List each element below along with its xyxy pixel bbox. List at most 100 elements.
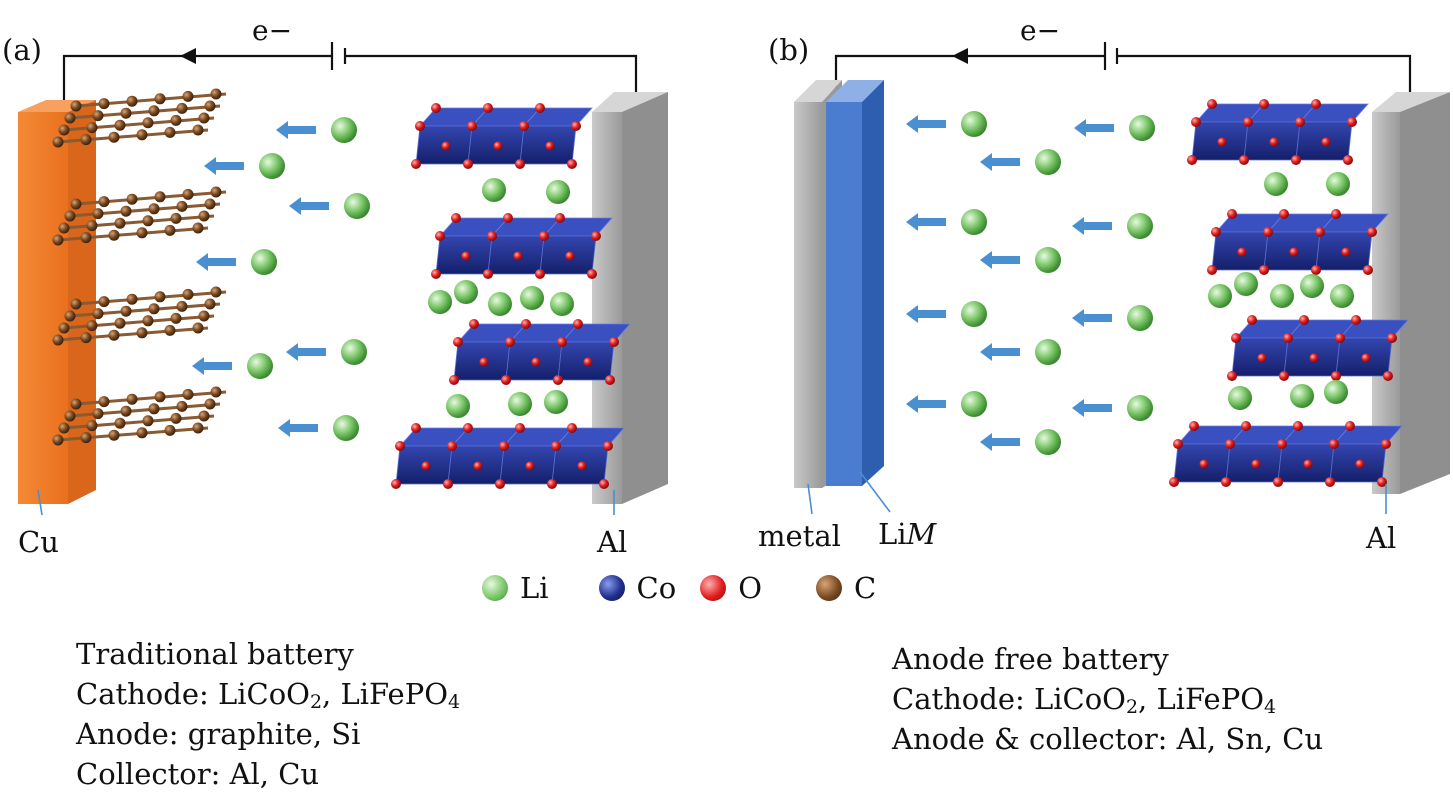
- oxygen-atom: [463, 423, 473, 433]
- carbon-atom: [126, 193, 138, 205]
- legend-label-o: O: [738, 571, 762, 605]
- oxygen-atom: [1343, 155, 1353, 165]
- li-ion: [1072, 305, 1153, 331]
- caption-a-sep: ,: [322, 677, 341, 711]
- carbon-atom: [148, 105, 160, 117]
- lim-label-italic: M: [906, 517, 938, 551]
- oxygen-atom: [395, 441, 405, 451]
- lithium-ions-b: [906, 111, 1155, 455]
- carbon-atom: [64, 410, 76, 422]
- li-atom-intercalated: [1234, 272, 1258, 296]
- oxygen-atom: [571, 121, 581, 131]
- carbon-atom: [182, 388, 194, 400]
- li-atom: [251, 249, 277, 275]
- carbon-atom: [52, 434, 64, 446]
- li-ion: [192, 353, 273, 379]
- oxygen-atom: [451, 213, 461, 223]
- ion-arrow-shaft: [296, 348, 326, 356]
- ion-arrow-shaft: [916, 400, 946, 408]
- oxygen-atom: [1289, 247, 1299, 257]
- ion-arrow-shaft: [214, 162, 244, 170]
- carbon-atom: [164, 126, 176, 138]
- cathode-layers-a: [391, 103, 631, 489]
- oxygen-atom: [1217, 137, 1227, 147]
- carbon-atom: [80, 134, 92, 146]
- caption-b-anode: Anode & collector: Al, Sn, Cu: [892, 722, 1324, 756]
- carbon-atom: [198, 210, 210, 222]
- carbon-atom: [92, 308, 104, 320]
- oxygen-atom: [493, 141, 503, 151]
- oxygen-atom: [1377, 477, 1387, 487]
- oxygen-atom: [1227, 209, 1237, 219]
- oxygen-atom: [1291, 155, 1301, 165]
- li-atom-intercalated: [1326, 172, 1350, 196]
- carbon-atom: [114, 317, 126, 329]
- carbon-atom: [176, 200, 188, 212]
- oxygen-atom: [467, 121, 477, 131]
- li-atom-intercalated: [1270, 284, 1294, 308]
- carbon-atom: [86, 420, 98, 432]
- oxygen-atom: [463, 159, 473, 169]
- oxygen-atom: [441, 141, 451, 151]
- ion-arrow-head: [906, 305, 918, 323]
- li-ion: [906, 209, 987, 235]
- oxygen-atom: [1331, 209, 1341, 219]
- lithium-ions-a: [192, 117, 370, 441]
- li-atom: [1035, 429, 1061, 455]
- carbon-atom: [210, 286, 222, 298]
- panel-b-tag: (b): [768, 33, 809, 67]
- li-atom-intercalated: [454, 280, 478, 304]
- oxygen-atom: [391, 479, 401, 489]
- oxygen-atom: [1189, 421, 1199, 431]
- carbon-atom: [58, 322, 70, 334]
- carbon-atom: [142, 415, 154, 427]
- carbon-atom: [98, 196, 110, 208]
- li-ion: [204, 153, 285, 179]
- oxygen-atom: [483, 269, 493, 279]
- oxygen-atom: [1257, 353, 1267, 363]
- oxygen-atom: [547, 479, 557, 489]
- oxygen-atom: [449, 375, 459, 385]
- li-atom: [344, 193, 370, 219]
- carbon-atom: [142, 315, 154, 327]
- legend-item-o: O: [700, 571, 762, 605]
- carbon-atom: [170, 412, 182, 424]
- oxygen-atom: [603, 441, 613, 451]
- oxygen-atom: [1295, 117, 1305, 127]
- carbon-bond: [75, 390, 227, 406]
- li-ion: [980, 339, 1061, 365]
- carbon-atom: [164, 324, 176, 336]
- li-ion: [1072, 213, 1153, 239]
- ion-arrow-shaft: [916, 120, 946, 128]
- ion-arrow-head: [289, 197, 301, 215]
- li-ion: [1072, 395, 1153, 421]
- legend-item-li: Li: [482, 571, 549, 605]
- ion-arrow-shaft: [202, 362, 232, 370]
- ion-arrow-shaft: [916, 310, 946, 318]
- oxygen-atom: [1231, 333, 1241, 343]
- oxygen-atom: [1329, 439, 1339, 449]
- ion-arrow-head: [286, 343, 298, 361]
- li-atom-intercalated: [546, 180, 570, 204]
- oxygen-atom: [1299, 315, 1309, 325]
- caption-a-collector: Collector: Al, Cu: [76, 757, 320, 791]
- carbon-atom: [92, 408, 104, 420]
- li-ion: [980, 149, 1061, 175]
- oxygen-atom: [487, 231, 497, 241]
- oxygen-atom: [545, 141, 555, 151]
- ion-arrow-head: [1074, 119, 1086, 137]
- oxygen-atom: [539, 231, 549, 241]
- oxygen-atom: [583, 357, 593, 367]
- carbon-atom: [92, 208, 104, 220]
- carbon-atom: [154, 93, 166, 105]
- oxygen-atom: [1361, 353, 1371, 363]
- oxygen-atom: [605, 375, 615, 385]
- legend-item-c: C: [815, 571, 876, 605]
- li-atom-intercalated: [428, 290, 452, 314]
- li-ion: [906, 301, 987, 327]
- oxygen-atom: [1225, 439, 1235, 449]
- carbon-atom: [114, 417, 126, 429]
- o-atom-icon: [700, 575, 727, 601]
- li-atom: [961, 209, 987, 235]
- ion-arrow-head: [980, 433, 992, 451]
